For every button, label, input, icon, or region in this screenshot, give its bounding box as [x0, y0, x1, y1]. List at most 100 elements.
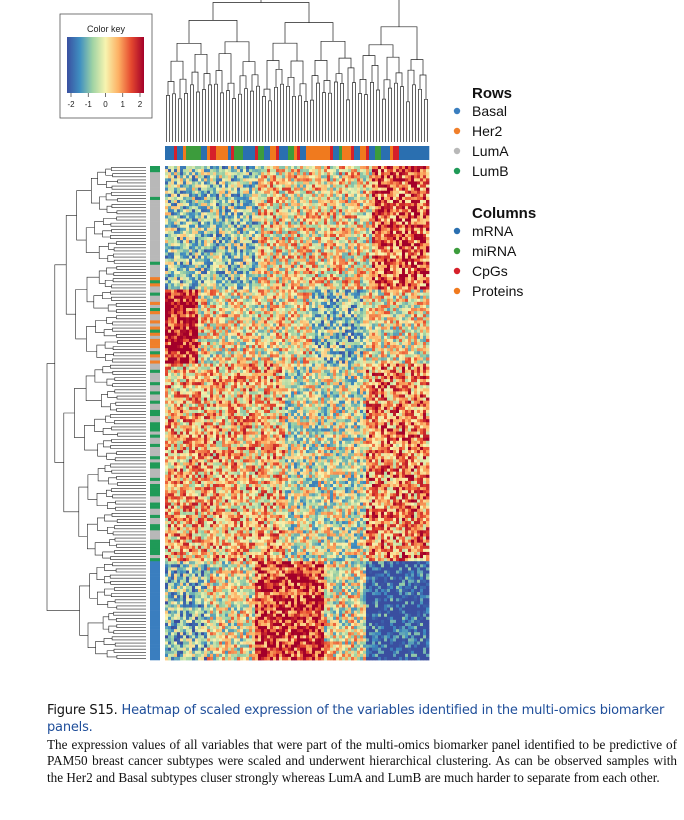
heatmap-cell: [342, 314, 345, 317]
heatmap-cell: [321, 181, 324, 184]
heatmap-cell: [309, 274, 312, 277]
heatmap-cell: [234, 172, 237, 175]
heatmap-cell: [312, 290, 315, 293]
heatmap-cell: [216, 268, 219, 271]
heatmap-cell: [294, 290, 297, 293]
heatmap-cell: [333, 311, 336, 314]
heatmap-cell: [423, 305, 426, 308]
heatmap-cell: [327, 222, 330, 225]
row-dendrogram-link: [114, 649, 146, 652]
heatmap-cell: [408, 228, 411, 231]
heatmap-cell: [393, 320, 396, 323]
heatmap-cell: [300, 314, 303, 317]
heatmap-cell: [414, 317, 417, 320]
heatmap-cell: [285, 243, 288, 246]
heatmap-cell: [183, 234, 186, 237]
heatmap-cell: [270, 185, 273, 188]
heatmap-cell: [375, 172, 378, 175]
heatmap-cell: [165, 290, 168, 293]
heatmap-cell: [369, 191, 372, 194]
heatmap-cell: [396, 169, 399, 172]
heatmap-cell: [294, 231, 297, 234]
heatmap-cell: [276, 286, 279, 289]
heatmap-cell: [399, 246, 402, 249]
heatmap-cell: [306, 240, 309, 243]
heatmap-cell: [189, 302, 192, 305]
heatmap-cell: [228, 274, 231, 277]
heatmap-cell: [291, 246, 294, 249]
row-group-cell: [150, 638, 160, 641]
heatmap-cell: [333, 246, 336, 249]
heatmap-cell: [189, 203, 192, 206]
heatmap-cell: [273, 200, 276, 203]
heatmap-cell: [372, 305, 375, 308]
heatmap-cell: [378, 185, 381, 188]
column-dendrogram-link: [389, 88, 392, 142]
heatmap-cell: [408, 302, 411, 305]
heatmap-cell: [303, 200, 306, 203]
heatmap-svg: Color key -2 -1 0 1 2 Rows BasalHer2LumALumB…: [0, 0, 684, 680]
heatmap-cell: [177, 243, 180, 246]
heatmap-cell: [165, 169, 168, 172]
heatmap-cell: [177, 314, 180, 317]
heatmap-cell: [261, 191, 264, 194]
row-group-cell: [150, 518, 160, 521]
row-dendrogram-link: [112, 427, 147, 430]
heatmap-cell: [258, 290, 261, 293]
heatmap-cell: [171, 256, 174, 259]
heatmap-cell: [303, 209, 306, 212]
heatmap-cell: [360, 212, 363, 215]
heatmap-cell: [225, 308, 228, 311]
heatmap-cell: [345, 311, 348, 314]
heatmap-cell: [168, 296, 171, 299]
heatmap-cell: [210, 274, 213, 277]
heatmap-cell: [240, 181, 243, 184]
heatmap-cell: [171, 262, 174, 265]
heatmap-cell: [396, 206, 399, 209]
heatmap-cell: [381, 252, 384, 255]
column-dendrogram-link: [221, 93, 224, 142]
heatmap-cell: [249, 222, 252, 225]
heatmap-cell: [177, 240, 180, 243]
heatmap-cell: [267, 262, 270, 265]
heatmap-cell: [321, 280, 324, 283]
heatmap-cell: [222, 311, 225, 314]
heatmap-cell: [312, 175, 315, 178]
heatmap-cell: [300, 166, 303, 169]
heatmap-cell: [285, 206, 288, 209]
row-dendrogram-link: [95, 222, 104, 234]
heatmap-cell: [321, 209, 324, 212]
heatmap-cell: [258, 308, 261, 311]
heatmap-cell: [315, 277, 318, 280]
heatmap-cell: [291, 286, 294, 289]
heatmap-cell: [321, 317, 324, 320]
color-key-tick-label: 1: [121, 100, 126, 109]
heatmap-cell: [378, 231, 381, 234]
heatmap-cell: [285, 225, 288, 228]
heatmap-cell: [408, 249, 411, 252]
heatmap-cell: [405, 203, 408, 206]
row-dendrogram-link: [113, 254, 146, 257]
heatmap-cell: [204, 317, 207, 320]
heatmap-cell: [249, 262, 252, 265]
heatmap-cell: [216, 259, 219, 262]
heatmap-cell: [330, 311, 333, 314]
heatmap-cell: [207, 222, 210, 225]
heatmap-cell: [294, 206, 297, 209]
heatmap-cell: [360, 181, 363, 184]
heatmap-cell: [420, 209, 423, 212]
heatmap-cell: [300, 188, 303, 191]
heatmap-cell: [183, 169, 186, 172]
heatmap-cell: [216, 283, 219, 286]
heatmap-cell: [366, 290, 369, 293]
heatmap-cell: [216, 178, 219, 181]
heatmap-cell: [246, 252, 249, 255]
heatmap-cell: [192, 305, 195, 308]
heatmap-cell: [342, 320, 345, 323]
heatmap-cell: [216, 314, 219, 317]
heatmap-cell: [324, 320, 327, 323]
heatmap-cell: [297, 280, 300, 283]
heatmap-cell: [201, 166, 204, 169]
heatmap-cell: [423, 286, 426, 289]
heatmap-cell: [249, 172, 252, 175]
